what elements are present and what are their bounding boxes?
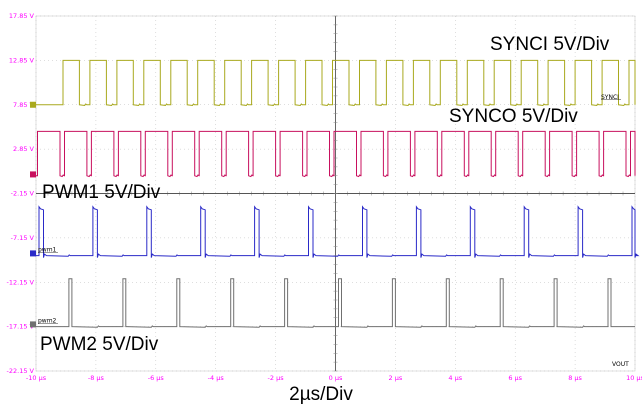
y-tick-label: 17.85 V bbox=[9, 12, 35, 20]
y-tick-label: -22.15 V bbox=[7, 367, 35, 375]
series-label-pwm1: PWM1 5V/Div bbox=[42, 182, 161, 203]
series-trace-4 bbox=[36, 278, 635, 328]
channel-tag: pwm1 bbox=[38, 246, 57, 253]
series-label-pwm2: PWM2 5V/Div bbox=[40, 334, 159, 355]
y-tick-label: -12.15 V bbox=[7, 278, 35, 286]
x-tick-label: 6 µs bbox=[508, 374, 522, 382]
x-tick-label: 8 µs bbox=[568, 374, 582, 382]
y-tick-label: -17.15 V bbox=[7, 323, 35, 331]
x-tick-label: -6 µs bbox=[148, 374, 165, 382]
series-label-synci: SYNCI 5V/Div bbox=[490, 34, 610, 55]
grid bbox=[35, 15, 636, 372]
x-tick-label: 0 µs bbox=[329, 374, 343, 382]
channel-markers: SYNCI pwm1 pwm2 bbox=[30, 94, 621, 328]
series-label-synco: SYNCO 5V/Div bbox=[449, 106, 578, 127]
x-tick-label: -10 µs bbox=[26, 374, 47, 382]
y-axis-ticks: 17.85 V 12.85 V 7.85 V 2.85 V -2.15 V -7.15 V… bbox=[7, 12, 35, 375]
y-tick-label: 7.85 V bbox=[13, 101, 35, 109]
traces bbox=[36, 59, 640, 328]
x-tick-label: -4 µs bbox=[208, 374, 225, 382]
channel-marker bbox=[30, 171, 36, 178]
x-tick-label: 4 µs bbox=[448, 374, 462, 382]
oscilloscope-plot: 17.85 V 12.85 V 7.85 V 2.85 V -2.15 V -7.15 V… bbox=[7, 12, 642, 382]
x-tick-label: -8 µs bbox=[88, 374, 105, 382]
series-trace-1 bbox=[36, 59, 636, 107]
y-tick-label: 12.85 V bbox=[9, 56, 35, 64]
x-tick-label: 2 µs bbox=[389, 374, 403, 382]
channel-tag: pwm2 bbox=[38, 317, 57, 324]
channel-marker bbox=[30, 101, 36, 108]
vout-annotation: VOUT bbox=[612, 361, 629, 368]
y-tick-label: -2.15 V bbox=[11, 190, 35, 198]
channel-tag: SYNCI bbox=[601, 94, 619, 101]
y-tick-label: 2.85 V bbox=[13, 145, 35, 153]
series-trace-3 bbox=[36, 205, 640, 258]
x-axis-label: 2µs/Div bbox=[289, 384, 353, 405]
channel-marker bbox=[30, 321, 36, 328]
channel-marker bbox=[30, 250, 36, 257]
x-tick-label: -2 µs bbox=[268, 374, 285, 382]
x-tick-label: 10 µs bbox=[626, 374, 642, 382]
y-tick-label: -7.15 V bbox=[11, 234, 35, 242]
x-axis-ticks: -10 µs -8 µs -6 µs -4 µs -2 µs 0 µs 2 µs 4 µs 6 … bbox=[26, 374, 642, 382]
series-trace-2 bbox=[36, 130, 636, 178]
